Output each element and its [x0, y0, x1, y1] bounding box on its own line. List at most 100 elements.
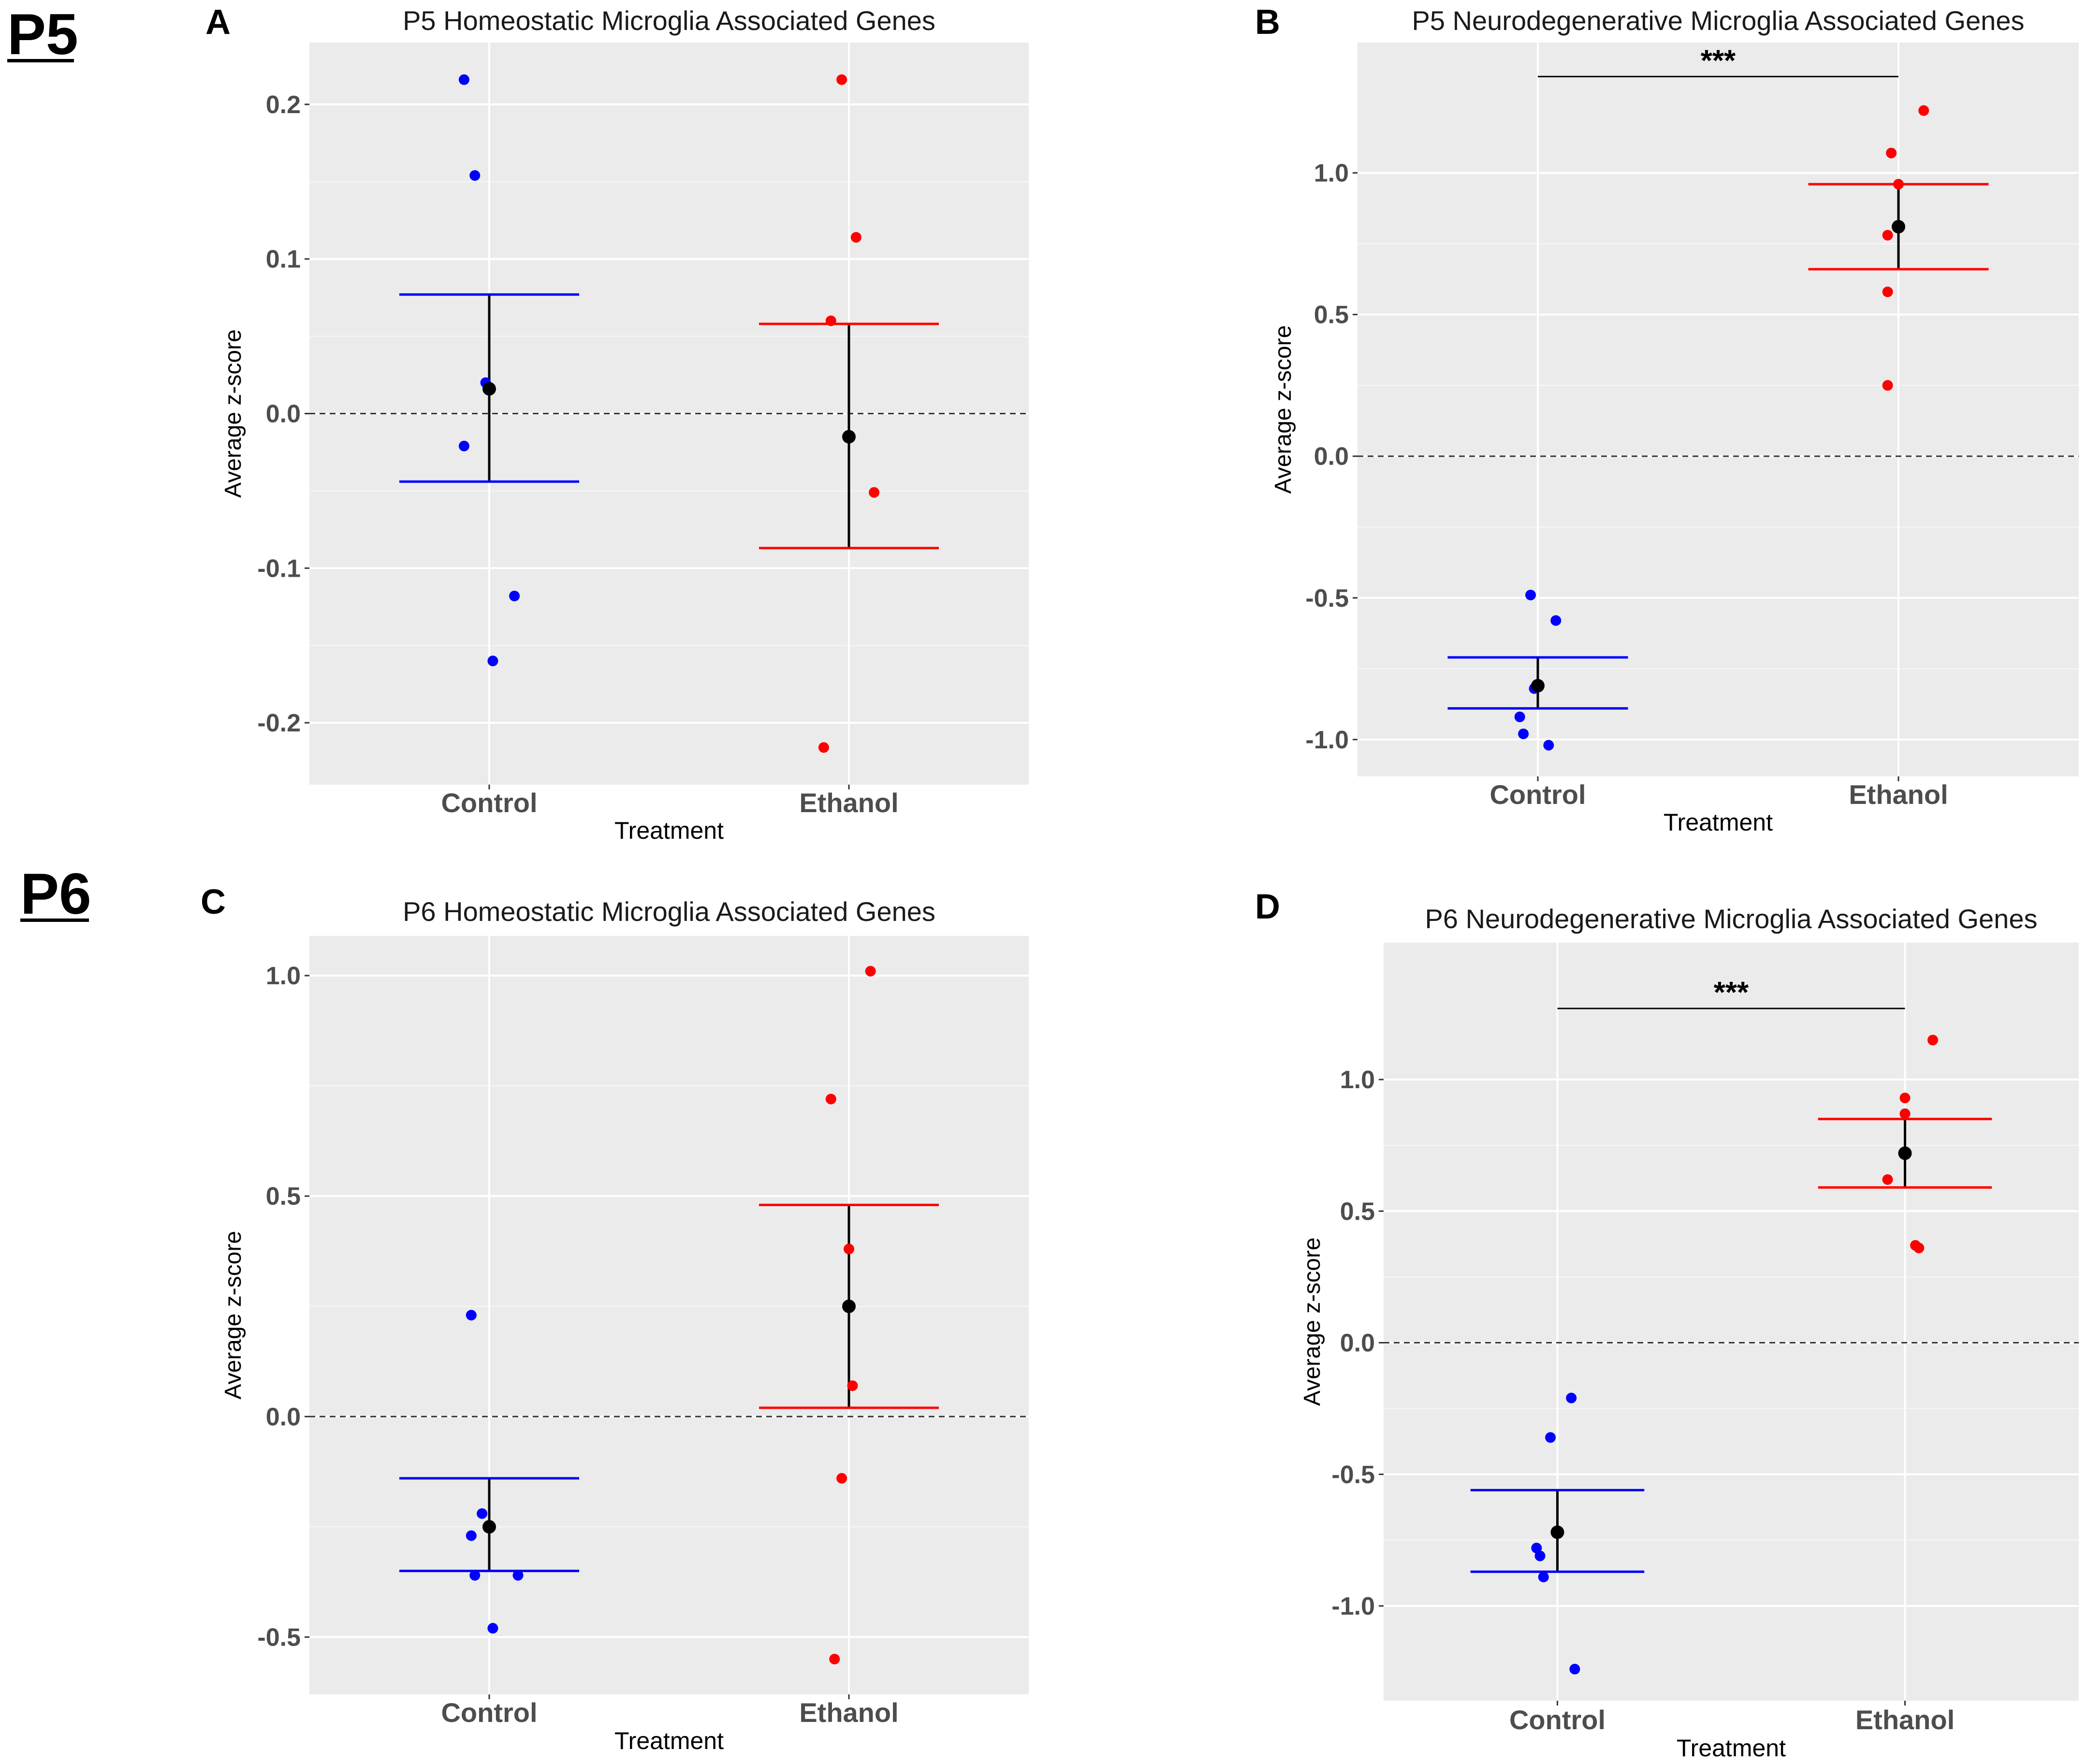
y-tick-label: 0.0: [266, 1403, 301, 1431]
data-point-control: [469, 1570, 481, 1581]
data-point-ethanol: [865, 965, 876, 977]
data-point-control: [466, 1310, 477, 1321]
data-point-control: [477, 1508, 488, 1519]
y-axis-label: Average z-score: [1299, 1238, 1325, 1406]
x-tick-label: Control: [441, 1697, 537, 1728]
x-tick-label: Control: [441, 787, 537, 818]
y-tick-label: 0.5: [1340, 1197, 1375, 1225]
data-point-control: [1514, 711, 1525, 722]
y-tick-label: 0.5: [1314, 301, 1349, 329]
y-tick-label: 0.5: [266, 1182, 301, 1210]
chart-title: P5 Homeostatic Microglia Associated Gene…: [403, 5, 935, 36]
data-point-control: [512, 1570, 524, 1581]
significance-label: ***: [1701, 44, 1736, 77]
x-axis-label: Treatment: [1664, 809, 1773, 836]
y-tick-label: 1.0: [1314, 160, 1349, 188]
plot-background: [1357, 43, 2079, 776]
x-tick-label: Ethanol: [799, 1697, 898, 1728]
mean-point-control: [1531, 679, 1545, 693]
y-tick-label: -1.0: [1305, 726, 1349, 754]
x-tick-label: Ethanol: [799, 787, 898, 818]
panel-letter: A: [205, 3, 231, 42]
x-axis-label: Treatment: [614, 1727, 724, 1754]
data-point-control: [1534, 1550, 1546, 1561]
data-point-control: [469, 170, 481, 181]
data-point-control: [1569, 1663, 1580, 1675]
data-point-ethanol: [836, 1473, 847, 1484]
data-point-ethanol: [1886, 147, 1897, 159]
row-label-p5: P5: [7, 2, 78, 67]
x-tick-label: Control: [1489, 779, 1586, 810]
data-point-control: [466, 1530, 477, 1541]
data-point-control: [509, 590, 520, 601]
chart-title: P6 Neurodegenerative Microglia Associate…: [1425, 904, 2038, 934]
data-point-ethanol: [1882, 286, 1893, 297]
data-point-control: [1545, 1432, 1556, 1443]
y-tick-label: -1.0: [1331, 1592, 1375, 1620]
chart-title: P6 Homeostatic Microglia Associated Gene…: [403, 896, 935, 927]
data-point-ethanol: [847, 1380, 858, 1391]
data-point-control: [458, 74, 469, 85]
data-point-ethanol: [869, 487, 880, 498]
mean-point-control: [482, 1520, 496, 1534]
y-tick-label: -0.5: [1305, 584, 1349, 612]
mean-point-ethanol: [1892, 219, 1905, 233]
data-point-ethanol: [825, 1093, 836, 1105]
y-tick-label: 0.0: [1314, 443, 1349, 471]
data-point-ethanol: [844, 1243, 854, 1254]
data-point-control: [1518, 729, 1529, 740]
data-point-ethanol: [1882, 380, 1893, 391]
data-point-ethanol: [1899, 1108, 1911, 1119]
mean-point-control: [482, 382, 496, 396]
data-point-ethanol: [1882, 1174, 1893, 1185]
data-point-control: [458, 440, 469, 452]
data-point-control: [487, 1623, 498, 1634]
data-point-ethanol: [850, 232, 861, 243]
row-label-p6-text: P6: [20, 861, 91, 926]
data-point-ethanol: [1899, 1093, 1911, 1104]
data-point-ethanol: [836, 74, 847, 85]
data-point-control: [1525, 589, 1536, 600]
y-axis-label: Average z-score: [220, 1231, 246, 1400]
y-tick-label: -0.5: [1331, 1461, 1375, 1489]
y-tick-label: 1.0: [266, 962, 301, 990]
plot-background: [309, 936, 1029, 1694]
data-point-ethanol: [1918, 105, 1929, 116]
chart-title: P5 Neurodegenerative Microglia Associate…: [1412, 5, 2025, 36]
mean-point-ethanol: [1898, 1146, 1912, 1160]
panel-letter: B: [1255, 3, 1280, 42]
mean-point-ethanol: [842, 430, 856, 444]
panel-a: A -0.2 -0.1 0.0 0.1 0.2 Control Ethanol P5 Homeo…: [205, 3, 1029, 844]
y-tick-label: 0.0: [1340, 1329, 1375, 1357]
y-tick-label: 0.0: [266, 400, 301, 428]
x-axis-label: Treatment: [614, 817, 724, 844]
y-tick-label: 0.1: [266, 246, 301, 274]
data-point-control: [1550, 615, 1562, 626]
y-tick-label: -0.1: [257, 554, 301, 583]
row-label-p5-text: P5: [7, 2, 78, 67]
panel-letter: C: [201, 883, 226, 921]
mean-point-ethanol: [842, 1299, 856, 1313]
data-point-control: [1543, 740, 1554, 751]
x-axis-label: Treatment: [1677, 1735, 1786, 1762]
data-point-control: [1566, 1392, 1577, 1403]
data-point-ethanol: [1927, 1035, 1939, 1046]
data-point-control: [1538, 1572, 1549, 1583]
data-point-ethanol: [1882, 230, 1893, 241]
plot-background: [1384, 943, 2079, 1701]
row-label-p6: P6: [20, 861, 91, 926]
y-tick-label: -0.5: [257, 1623, 301, 1651]
data-point-ethanol: [1893, 179, 1904, 190]
y-tick-label: 0.2: [266, 91, 301, 119]
panel-d: D *** -1.0 -0.5 0.0 0.5 1.0 Control Ethanol P6 Ne…: [1255, 888, 2079, 1762]
x-tick-label: Ethanol: [1849, 779, 1948, 810]
data-point-ethanol: [825, 315, 836, 326]
panel-letter: D: [1255, 888, 1280, 926]
x-tick-label: Ethanol: [1855, 1705, 1955, 1735]
data-point-control: [487, 656, 498, 667]
significance-label: ***: [1714, 976, 1749, 1009]
panel-b: B *** -1.0 -0.5 0.0 0.5 1.0 Control Ethanol P5 Ne…: [1255, 3, 2079, 836]
data-point-ethanol: [818, 742, 829, 753]
y-tick-label: -0.2: [257, 709, 301, 737]
